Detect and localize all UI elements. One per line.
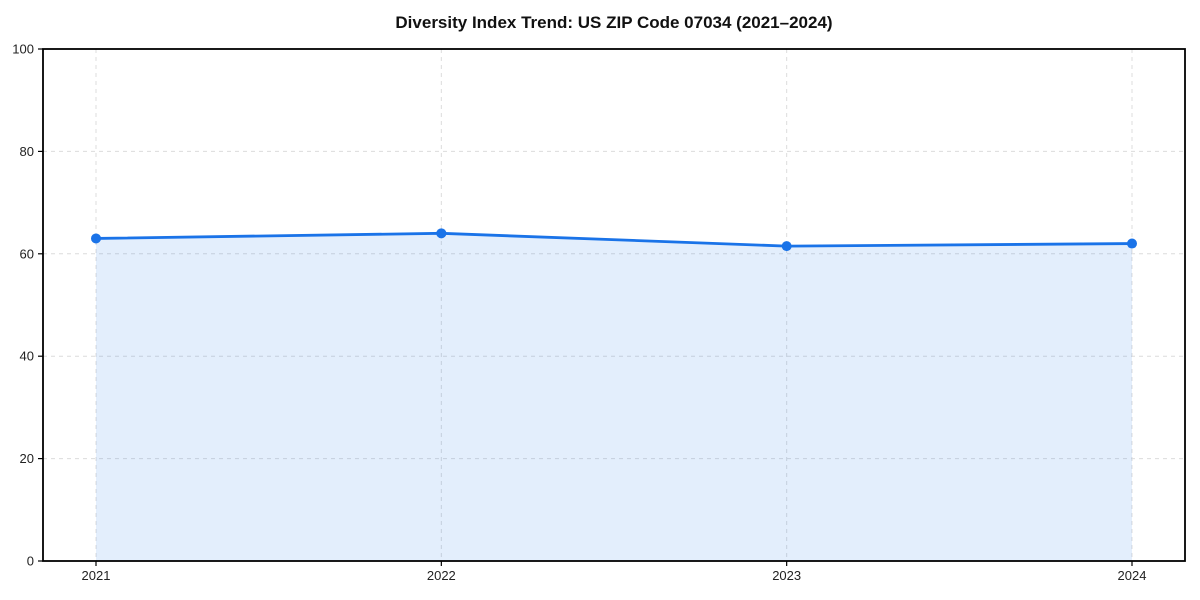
- x-tick-label: 2022: [427, 568, 456, 583]
- area-fill: [96, 233, 1132, 561]
- x-tick-label: 2024: [1118, 568, 1147, 583]
- x-tick-label: 2023: [772, 568, 801, 583]
- data-point-marker: [91, 233, 101, 244]
- y-tick-label: 80: [20, 144, 34, 159]
- data-point-marker: [781, 241, 792, 252]
- plot-border: [42, 48, 1186, 562]
- y-tick-label: 60: [20, 246, 34, 261]
- x-tick-label: 2021: [82, 568, 111, 583]
- data-point-marker: [436, 228, 447, 239]
- y-tick-label: 100: [12, 42, 34, 57]
- series-line: [94, 231, 1134, 248]
- y-tick-label: 40: [20, 349, 34, 364]
- data-point-marker: [1127, 238, 1137, 249]
- chart-title: Diversity Index Trend: US ZIP Code 07034…: [395, 13, 833, 32]
- y-tick-label: 0: [27, 554, 34, 569]
- y-tick-label: 20: [20, 451, 34, 466]
